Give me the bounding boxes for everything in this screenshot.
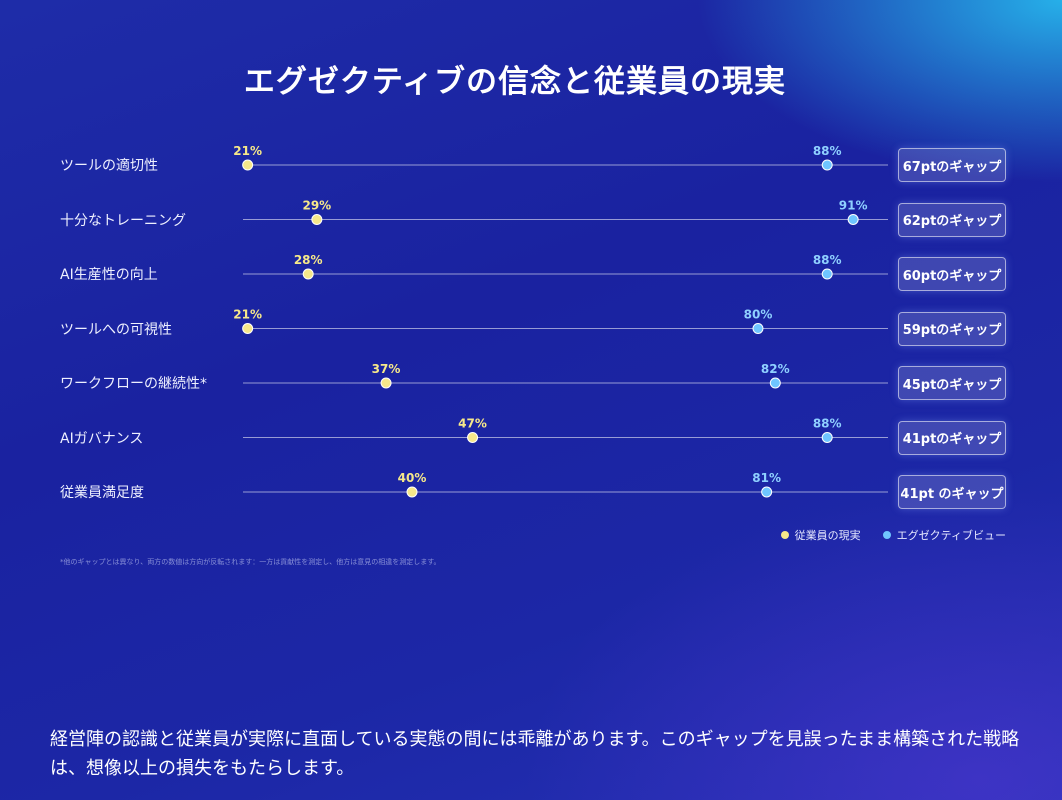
employee-point <box>302 268 314 280</box>
executive-point <box>821 159 833 171</box>
dumbbell-chart: 21% 88% 29% 91% 28% 88% 21% 80% 37% 82% 47% 88% 40% 8… <box>233 144 868 498</box>
legend-item-employee: 従業員の現実 <box>780 527 861 543</box>
employee-value-label: 29% <box>302 199 331 213</box>
employee-value-label: 40% <box>398 471 427 485</box>
executive-point <box>847 214 859 225</box>
executive-value-label: 80% <box>744 308 773 322</box>
executive-value-label: 82% <box>761 362 790 376</box>
gap-badge: 45ptのギャップ <box>898 366 1006 400</box>
legend-dot-employee <box>780 531 789 539</box>
executive-value-label: 88% <box>813 144 842 158</box>
legend-item-executive: エグゼクティブビュー <box>882 527 1006 543</box>
row-label: ワークフローの継続性* <box>60 376 207 392</box>
legend-label-employee: 従業員の現実 <box>794 529 861 542</box>
employee-value-label: 21% <box>233 308 262 322</box>
gap-badge: 59ptのギャップ <box>898 311 1006 346</box>
employee-value-label: 21% <box>233 144 262 158</box>
legend: 従業員の現実 エグゼクティブビュー <box>780 527 1006 543</box>
row-label: 十分なトレーニング <box>60 212 186 229</box>
executive-point <box>821 432 833 443</box>
executive-value-label: 91% <box>839 199 868 213</box>
employee-point <box>311 214 323 225</box>
employee-point <box>380 377 392 389</box>
employee-value-label: 28% <box>294 253 323 267</box>
executive-point <box>761 486 773 498</box>
row-label: ツールの適切性 <box>60 158 158 174</box>
row-label: 従業員満足度 <box>60 485 144 501</box>
row-label: AI生産性の向上 <box>60 267 158 283</box>
row-label: AIガバナンス <box>60 430 144 447</box>
employee-point <box>467 432 479 443</box>
employee-value-label: 47% <box>458 417 487 431</box>
employee-point <box>242 159 254 171</box>
gap-badge: 41ptのギャップ <box>898 420 1006 455</box>
executive-value-label: 88% <box>813 253 842 267</box>
executive-point <box>752 323 764 334</box>
employee-point <box>242 323 254 334</box>
row-label: ツールへの可視性 <box>60 321 172 338</box>
page-title: エグゼクティブの信念と従業員の現実 <box>243 64 787 100</box>
caption: 経営陣の認識と従業員が実際に直面している実態の間には乖離があります。このギャップ… <box>50 729 1020 779</box>
legend-label-executive: エグゼクティブビュー <box>896 529 1006 542</box>
executive-point <box>821 268 833 280</box>
gap-badge: 41pt のギャップ <box>898 475 1006 509</box>
gap-badge: 62ptのギャップ <box>898 202 1006 237</box>
executive-value-label: 81% <box>752 471 781 485</box>
employee-point <box>406 486 418 498</box>
employee-value-label: 37% <box>372 362 401 376</box>
executive-value-label: 88% <box>813 417 842 431</box>
gap-badge: 60ptのギャップ <box>898 257 1006 291</box>
legend-dot-executive <box>882 531 891 539</box>
executive-point <box>769 377 781 389</box>
gap-badge: 67ptのギャップ <box>898 148 1006 182</box>
footnote: *他のギャップとは異なり、両方の数値は方向が反転されます：一方は貢献性を測定し、… <box>60 558 441 566</box>
